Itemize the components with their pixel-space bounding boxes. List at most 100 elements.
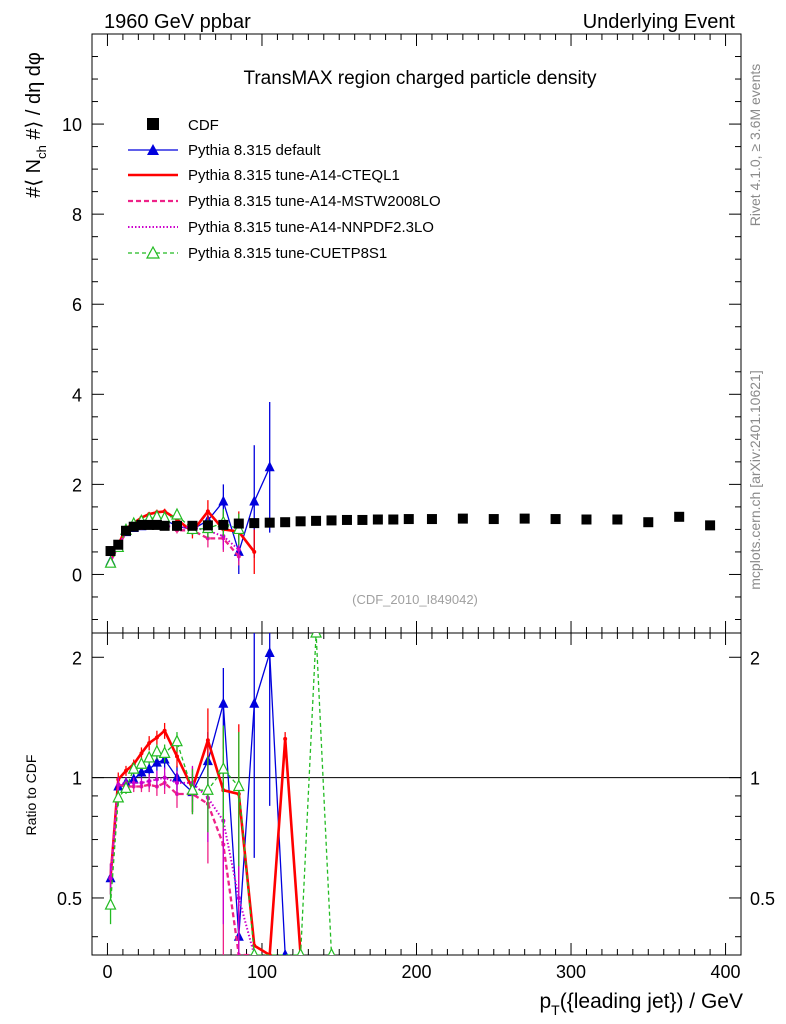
x-tick-label: 200 <box>401 962 431 982</box>
ratio-point-default <box>282 949 289 955</box>
main-y-tick-label: 8 <box>72 205 82 225</box>
ratio-point-cuetp8s1 <box>310 633 323 638</box>
rivet-label: Rivet 4.1.0, ≥ 3.6M events <box>747 64 763 227</box>
header-left: 1960 GeV ppbar <box>104 11 251 33</box>
main-point-cdf <box>426 514 437 525</box>
main-series-layer <box>104 401 716 575</box>
main-point-nnpdf <box>236 547 241 552</box>
analysis-watermark: (CDF_2010_I849042) <box>352 592 478 607</box>
ratio-point-default <box>264 646 275 657</box>
ratio-point-cteql1 <box>147 741 152 746</box>
main-point-cdf <box>159 520 170 531</box>
main-point-cdf <box>249 518 260 529</box>
ratio-series-default <box>105 633 289 955</box>
legend-cdf-marker <box>147 118 159 130</box>
ratio-y-tick-label: 1 <box>72 769 82 789</box>
ratio-y-tick-label-right: 1 <box>750 769 760 789</box>
ratio-point-nnpdf <box>147 779 152 784</box>
main-line-default <box>109 467 271 562</box>
ratio-point-cuetp8s1 <box>112 790 125 803</box>
main-point-cdf <box>295 516 306 527</box>
main-point-default <box>264 461 275 472</box>
ratio-point-cteql1 <box>162 728 167 733</box>
ratio-point-cteql1 <box>205 738 210 743</box>
ratio-line-cuetp8s1 <box>109 633 333 955</box>
ratio-point-nnpdf <box>116 782 121 787</box>
ratio-series-cteql1 <box>108 708 303 955</box>
ratio-y-tick-label-right: 0.5 <box>750 889 775 909</box>
main-point-cuetp8s1 <box>171 507 183 520</box>
ratio-point-default <box>136 766 147 777</box>
ratio-line-nnpdf <box>109 776 256 955</box>
ratio-point-cuetp8s1 <box>217 761 230 774</box>
ratio-point-default <box>218 697 229 708</box>
main-point-cdf <box>136 519 147 530</box>
main-y-tick-label: 6 <box>72 295 82 315</box>
ratio-point-cuetp8s1 <box>120 781 132 793</box>
legend-cdf-label: CDF <box>188 117 219 134</box>
ratio-point-cuetp8s1 <box>135 756 148 769</box>
main-point-cdf <box>144 519 155 530</box>
ratio-series-cuetp8s1 <box>104 633 336 955</box>
main-point-cdf <box>120 525 131 536</box>
ratio-point-nnpdf <box>174 780 179 785</box>
ratio-point-cuetp8s1 <box>143 750 156 763</box>
main-point-cdf <box>233 518 244 529</box>
x-axis-title: pT({leading jet}) / GeV <box>539 990 743 1018</box>
ratio-point-nnpdf <box>162 775 167 780</box>
main-point-cteql1 <box>252 549 257 554</box>
ratio-point-cuetp8s1 <box>158 746 171 758</box>
ratio-line-mstw <box>109 781 255 955</box>
ratio-line-default <box>109 652 286 955</box>
main-point-cuetp8s1 <box>104 555 117 568</box>
main-point-cdf <box>403 514 414 525</box>
ratio-point-cuetp8s1 <box>327 947 336 955</box>
main-point-cdf <box>519 513 530 524</box>
ratio-y-tick-label: 0.5 <box>57 889 82 909</box>
main-point-cdf <box>187 520 198 531</box>
ratio-point-cuetp8s1 <box>186 782 199 795</box>
main-point-cdf <box>550 514 561 525</box>
ratio-point-nnpdf <box>236 895 241 900</box>
legend-cteql1-label: Pythia 8.315 tune-A14-CTEQL1 <box>188 167 400 184</box>
main-point-cdf <box>488 514 499 525</box>
main-point-cdf <box>357 514 368 525</box>
x-tick-label: 400 <box>711 962 741 982</box>
ratio-point-nnpdf <box>108 876 113 881</box>
ratio-y-tick-label: 2 <box>72 648 82 668</box>
mcplots-label: mcplots.cern.ch [arXiv:2401.10621] <box>747 370 763 589</box>
main-point-cdf <box>372 514 383 525</box>
main-point-cdf <box>171 520 182 531</box>
ratio-point-nnpdf <box>154 777 159 782</box>
ratio-y-tick-label-right: 2 <box>750 648 760 668</box>
ratio-point-cteql1 <box>283 736 288 741</box>
legend-default-marker <box>147 144 159 155</box>
ratio-point-cuetp8s1 <box>232 779 245 792</box>
ratio-y-axis-title: Ratio to CDF <box>23 755 39 836</box>
main-point-cdf <box>128 521 139 532</box>
main-y-tick-label: 2 <box>72 475 82 495</box>
ratio-point-default <box>144 763 155 774</box>
legend-cuetp8s1-label: Pythia 8.315 tune-CUETP8S1 <box>188 245 387 262</box>
main-point-cdf <box>202 520 213 531</box>
main-point-cdf <box>612 514 623 525</box>
main-point-default <box>218 495 229 506</box>
main-point-cdf <box>705 520 716 531</box>
main-point-cdf <box>113 539 124 550</box>
header-right: Underlying Event <box>583 11 736 33</box>
ratio-series-layer <box>104 633 336 955</box>
main-y-axis-title: #⟨ Nch #⟩ / dη dφ <box>23 52 49 198</box>
x-tick-label: 100 <box>247 962 277 982</box>
main-y-tick-label: 10 <box>62 115 82 135</box>
ratio-point-cuetp8s1 <box>201 782 214 795</box>
legend: CDF Pythia 8.315 default Pythia 8.315 tu… <box>128 117 441 262</box>
ratio-point-cteql1 <box>154 735 159 740</box>
main-point-cdf <box>218 519 229 530</box>
legend-default-label: Pythia 8.315 default <box>188 142 321 159</box>
main-point-cdf <box>264 517 275 528</box>
legend-nnpdf-label: Pythia 8.315 tune-A14-NNPDF2.3LO <box>188 219 434 236</box>
main-point-cdf <box>388 514 399 525</box>
ratio-point-cuetp8s1 <box>250 947 258 955</box>
ratio-point-cuetp8s1 <box>296 947 305 955</box>
